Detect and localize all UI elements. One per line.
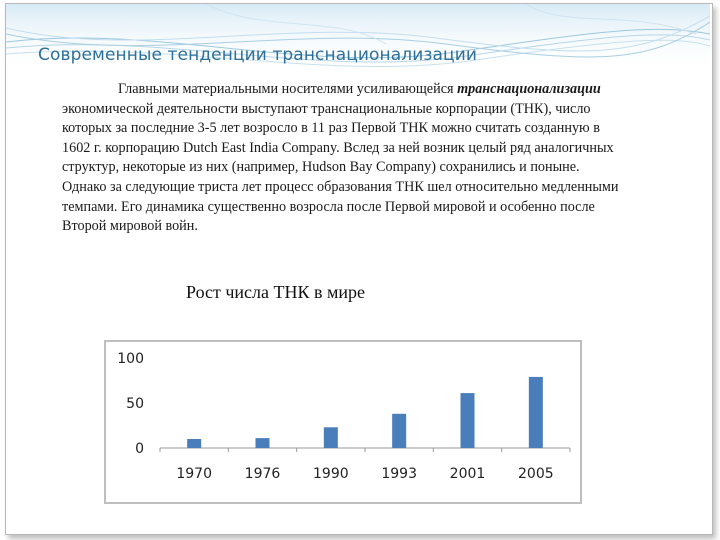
header-decoration <box>6 4 710 94</box>
chart-heading: Рост числа ТНК в мире <box>186 282 366 302</box>
body-emphasis: транснационализации <box>457 81 601 97</box>
chart-frame: 0 50 100 1970 1976 1990 1993 2001 2005 <box>104 340 582 504</box>
body-intro: Главными материальными носителями усилив… <box>118 81 454 97</box>
body-rest: экономической деятельности выступают тра… <box>62 100 619 235</box>
x-tick-label: 1970 <box>176 466 212 482</box>
bar-2001 <box>460 393 475 448</box>
bar-1990 <box>323 427 338 448</box>
bar-1976 <box>255 438 270 448</box>
bar-2005 <box>528 376 543 448</box>
slide-title: Современные тенденции транснационализаци… <box>38 45 478 65</box>
bar-chart: 0 50 100 1970 1976 1990 1993 2001 2005 <box>117 351 571 482</box>
x-tick-label: 2001 <box>450 466 486 482</box>
body-paragraph: Главными материальными носителями усилив… <box>62 80 627 237</box>
x-tick-label: 2005 <box>518 466 554 482</box>
y-tick-label: 100 <box>117 351 144 367</box>
bar-1993 <box>392 413 407 448</box>
y-tick-label: 0 <box>135 441 144 457</box>
x-tick-label: 1990 <box>313 466 349 482</box>
y-tick-label: 50 <box>126 396 144 412</box>
x-tick-label: 1993 <box>381 466 417 482</box>
header-wave-graphic <box>6 4 710 74</box>
bar-1970 <box>187 439 202 448</box>
x-tick-label: 1976 <box>245 466 281 482</box>
